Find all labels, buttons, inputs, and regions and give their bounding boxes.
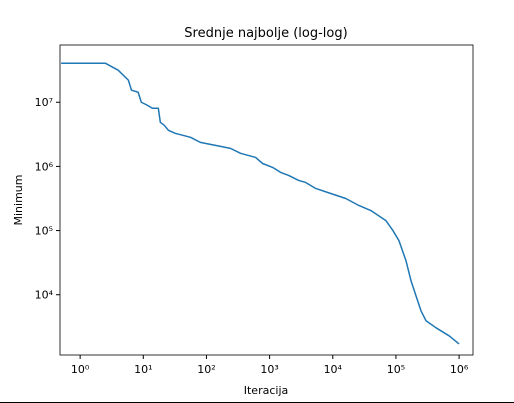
x-tick-label: 10¹ — [134, 363, 152, 376]
y-axis-label: Minimum — [12, 175, 25, 226]
y-tick-label: 10⁴ — [35, 289, 54, 302]
x-axis-label: Iteracija — [244, 384, 289, 397]
x-tick-label: 10⁵ — [387, 363, 405, 376]
x-tick-label: 10³ — [260, 363, 278, 376]
x-tick-label: 10⁶ — [450, 363, 469, 376]
axes-frame — [59, 44, 474, 356]
y-tick-label: 10⁷ — [35, 96, 53, 109]
y-tick-label: 10⁵ — [35, 225, 53, 238]
x-tick-label: 10² — [197, 363, 215, 376]
x-tick-label: 10⁰ — [71, 363, 90, 376]
y-tick-label: 10⁶ — [35, 160, 54, 173]
x-tick-label: 10⁴ — [324, 363, 343, 376]
data-line — [61, 62, 460, 345]
chart-title: Srednje najbolje (log-log) — [184, 26, 347, 41]
